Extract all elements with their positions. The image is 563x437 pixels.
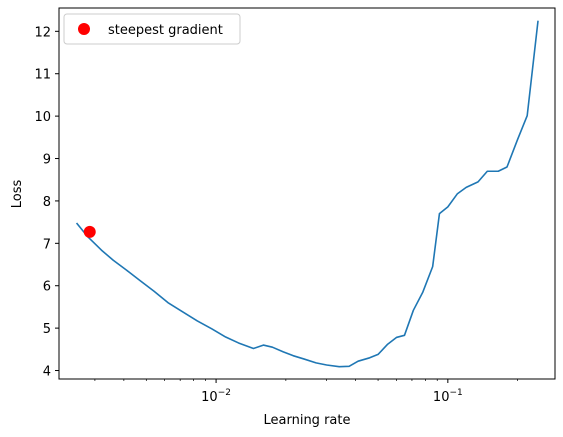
legend-box xyxy=(63,13,241,45)
y-tick-label: 12 xyxy=(34,25,51,40)
y-tick-label: 9 xyxy=(43,153,51,168)
x-axis-ticks: 10−2 10−1 xyxy=(94,379,518,405)
x-tick-label: 10−2 xyxy=(201,388,231,405)
x-axis-title: Learning rate xyxy=(264,413,351,428)
loss-line xyxy=(75,20,539,368)
x-tick-label: 10−1 xyxy=(433,388,463,405)
y-axis-ticks: 4 5 6 7 8 9 10 11 12 xyxy=(34,25,59,380)
y-tick-label: 10 xyxy=(34,110,51,125)
y-tick-label: 5 xyxy=(43,322,51,337)
y-axis-title: Loss xyxy=(10,180,25,209)
legend-marker xyxy=(78,23,90,35)
steepest-gradient-point xyxy=(83,225,96,238)
y-tick-label: 6 xyxy=(43,280,51,295)
series-layer xyxy=(75,20,539,368)
y-tick-label: 4 xyxy=(43,365,51,380)
legend: steepest gradient xyxy=(63,13,241,45)
y-tick-label: 8 xyxy=(43,195,51,210)
y-tick-label: 7 xyxy=(43,237,51,252)
y-tick-label: 11 xyxy=(34,68,51,83)
plot-area xyxy=(58,7,556,380)
legend-label: steepest gradient xyxy=(108,23,223,38)
